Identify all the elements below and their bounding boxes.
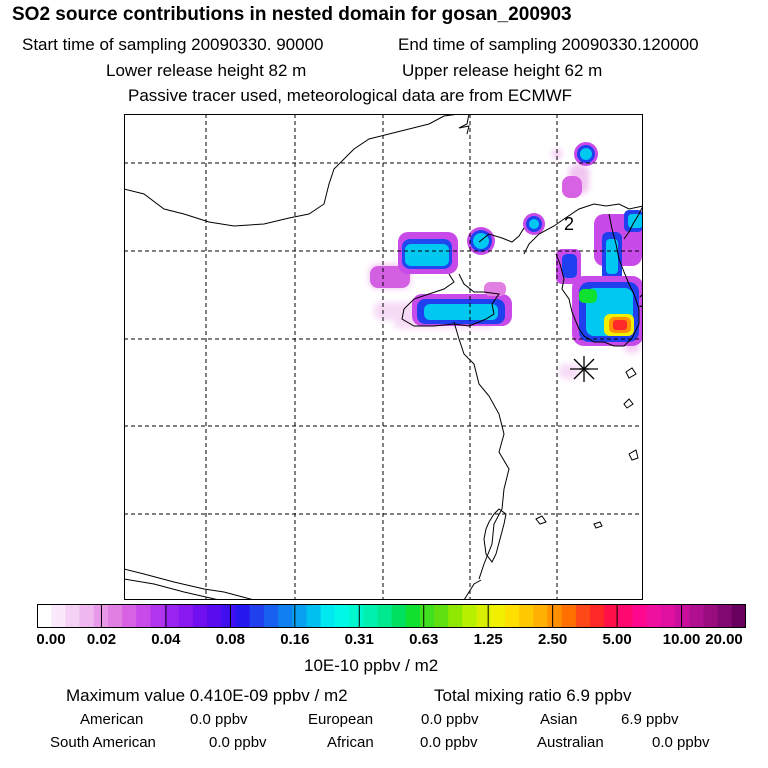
colorbar-cell [660, 604, 676, 628]
colorbar-cell [221, 604, 237, 628]
colorbar-tick-label: 0.16 [280, 631, 310, 648]
colorbar-cell [419, 604, 435, 628]
colorbar-cell [306, 604, 322, 628]
colorbar-cell [434, 604, 449, 628]
colorbar-cell [575, 604, 591, 628]
colorbar-cell [731, 604, 746, 628]
colorbar-cell [604, 604, 619, 628]
region-value: 0.0 ppbv [420, 734, 478, 751]
region-name: Australian [537, 734, 604, 751]
colorbar-cell [292, 604, 308, 628]
colorbar-cell [348, 604, 364, 628]
colorbar-tick-label: 20.00 [705, 631, 743, 648]
colorbar-cell [122, 604, 137, 628]
colorbar-cell [235, 604, 251, 628]
colorbar-tick-label: 0.31 [344, 631, 374, 648]
colorbar-cell [136, 604, 152, 628]
colorbar-tick-label: 0.02 [86, 631, 117, 648]
region-value: 6.9 ppbv [621, 711, 679, 728]
lower-release-height: Lower release height 82 m [106, 61, 307, 80]
colorbar-cell [363, 604, 378, 628]
colorbar-cell [65, 604, 81, 628]
region-name: African [327, 734, 374, 751]
colorbar-cell [79, 604, 95, 628]
colorbar-cell [618, 604, 634, 628]
colorbar-tick-label: 2.50 [538, 631, 568, 648]
colorbar-tick-label: 5.00 [602, 631, 632, 648]
sampling-start: Start time of sampling 20090330. 90000 [22, 35, 324, 54]
colorbar-tick-label: 0.04 [151, 631, 181, 648]
total-mixing-ratio: Total mixing ratio 6.9 ppbv [434, 686, 632, 705]
region-name: American [80, 711, 144, 728]
colorbar-cell [590, 604, 605, 628]
colorbar-cell [278, 604, 293, 628]
colorbar-cell [263, 604, 279, 628]
site-label-2: 2 [564, 214, 574, 234]
colorbar-tick-label: 0.08 [215, 631, 245, 648]
colorbar-cell [476, 604, 492, 628]
colorbar-cell [561, 604, 577, 628]
colorbar-cell [249, 604, 265, 628]
colorbar-cell [405, 604, 421, 628]
colorbar-cell [37, 604, 52, 628]
colorbar-cell [164, 604, 180, 628]
colorbar-tick-label: 0.63 [409, 631, 439, 648]
colorbar-cell [504, 604, 520, 628]
colorbar [37, 604, 746, 628]
colorbar-tick-label: 1.25 [473, 631, 503, 648]
colorbar-cell [646, 604, 662, 628]
region-value: 0.0 ppbv [209, 734, 267, 751]
site-label-1: 1 [638, 291, 643, 311]
region-name: Asian [540, 711, 578, 728]
upper-release-height: Upper release height 62 m [402, 61, 603, 80]
region-name: South American [50, 734, 156, 751]
colorbar-cell [547, 604, 563, 628]
colorbar-tick-label: 10.00 [662, 631, 701, 648]
sampling-end: End time of sampling 20090330.120000 [398, 35, 699, 54]
colorbar-cell [150, 604, 166, 628]
page-title: SO2 source contributions in nested domai… [12, 4, 572, 25]
colorbar-cell [448, 604, 463, 628]
tracer-note: Passive tracer used, meteorological data… [128, 86, 573, 105]
colorbar-cell [391, 604, 407, 628]
colorbar-cell [675, 604, 690, 628]
max-value: Maximum value 0.410E-09 ppbv / m2 [66, 686, 348, 705]
region-value: 0.0 ppbv [190, 711, 248, 728]
region-name: European [308, 711, 374, 728]
colorbar-cell [689, 604, 705, 628]
region-value: 0.0 ppbv [652, 734, 710, 751]
colorbar-cell [207, 604, 222, 628]
colorbar-cell [703, 604, 719, 628]
colorbar-cell [107, 604, 123, 628]
colorbar-cell [178, 604, 194, 628]
colorbar-cell [334, 604, 350, 628]
colorbar-tick-label: 0.00 [36, 631, 66, 648]
colorbar-cell [377, 604, 393, 628]
colorbar-cell [192, 604, 208, 628]
colorbar-cell [51, 604, 66, 628]
colorbar-cell [533, 604, 549, 628]
region-value: 0.0 ppbv [421, 711, 479, 728]
colorbar-cell [490, 604, 506, 628]
grid [124, 114, 643, 600]
map-panel: 2 1 [124, 114, 643, 600]
colorbar-cell [519, 604, 534, 628]
coastlines [124, 114, 643, 600]
colorbar-units: 10E-10 ppbv / m2 [304, 656, 439, 675]
colorbar-cell [462, 604, 478, 628]
colorbar-cell [717, 604, 733, 628]
colorbar-cell [320, 604, 336, 628]
colorbar-cell [632, 604, 648, 628]
asterisk-icon [570, 356, 598, 382]
